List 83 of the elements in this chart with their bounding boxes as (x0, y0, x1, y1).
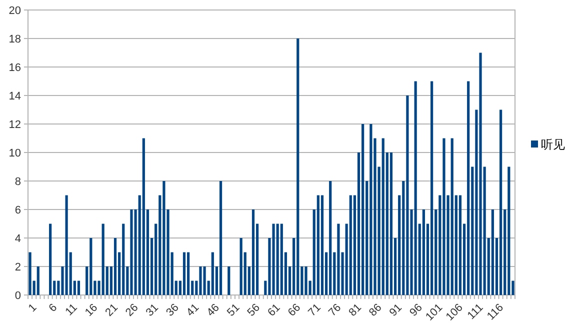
x-tick-label: 56 (245, 302, 262, 319)
x-tick-label: 66 (286, 302, 304, 319)
x-tick-label: 111 (465, 302, 486, 322)
bar (203, 266, 206, 295)
x-tick-label: 36 (164, 302, 182, 319)
bar (65, 195, 68, 295)
bar (304, 266, 308, 295)
bar (467, 81, 470, 295)
x-tick-label: 26 (124, 302, 141, 319)
y-tick-label: 2 (14, 262, 21, 274)
bar (316, 195, 320, 295)
y-tick-label: 0 (14, 290, 21, 302)
x-tick-label: 76 (326, 302, 344, 319)
bar (406, 96, 409, 295)
y-tick-label: 10 (8, 148, 21, 160)
x-tick-label: 31 (144, 302, 161, 319)
x-tick-label: 106 (444, 302, 466, 324)
bar (228, 266, 230, 295)
bar (122, 224, 125, 295)
x-tick-label: 46 (204, 302, 222, 319)
bar (77, 280, 80, 295)
bar (296, 38, 300, 295)
bar (276, 224, 279, 295)
y-tick-label: 4 (14, 233, 21, 245)
bar (320, 195, 324, 295)
y-tick-label: 12 (8, 119, 21, 131)
x-tick-label: 81 (346, 302, 364, 319)
bar (252, 210, 255, 295)
x-tick-label: 1 (26, 302, 40, 315)
bar (219, 181, 222, 295)
bar (349, 195, 352, 295)
legend-label: 听见 (541, 138, 565, 152)
x-tick-label: 11 (63, 302, 80, 318)
bar (479, 52, 482, 295)
bar (240, 238, 242, 295)
bar (272, 224, 275, 295)
bar (211, 252, 214, 295)
bar (337, 224, 340, 295)
bar (36, 266, 40, 295)
y-tick-label: 16 (8, 62, 21, 74)
bar (142, 138, 145, 295)
bar (450, 138, 454, 295)
bar (382, 138, 384, 295)
bar (182, 252, 186, 295)
x-tick-label: 6 (46, 302, 60, 315)
x-tick-label: 116 (485, 302, 506, 323)
bar (102, 224, 104, 295)
x-tick-label: 101 (424, 302, 446, 324)
bar (28, 252, 32, 295)
bar (362, 124, 364, 295)
bar (491, 210, 494, 295)
y-tick-label: 6 (14, 204, 21, 216)
bar (390, 152, 393, 295)
bar (162, 181, 166, 295)
x-tick-label: 51 (225, 302, 242, 319)
bar (458, 195, 462, 295)
bar (329, 181, 332, 295)
x-tick-label: 61 (266, 302, 283, 319)
bar (370, 124, 372, 295)
bar (442, 138, 446, 295)
bar (430, 81, 434, 295)
bar (422, 210, 425, 295)
bar (114, 238, 117, 295)
bar (280, 224, 283, 295)
bar (199, 266, 202, 295)
bar (414, 81, 417, 295)
x-tick-label: 86 (367, 302, 384, 319)
bar (187, 252, 190, 295)
bar (49, 224, 52, 295)
y-tick-label: 18 (8, 34, 21, 46)
bar (499, 110, 502, 295)
x-tick-label: 16 (82, 302, 100, 319)
x-tick-label: 21 (103, 302, 120, 319)
x-tick-label: 91 (387, 302, 404, 319)
x-tick-label: 71 (306, 302, 324, 319)
y-tick-label: 14 (8, 90, 21, 102)
x-tick-label: 41 (184, 302, 202, 319)
y-tick-label: 20 (8, 5, 21, 17)
y-tick-label: 8 (14, 176, 21, 188)
x-tick-label: 96 (408, 302, 425, 319)
bar (508, 166, 510, 295)
bar (130, 210, 133, 295)
bar (90, 238, 92, 295)
